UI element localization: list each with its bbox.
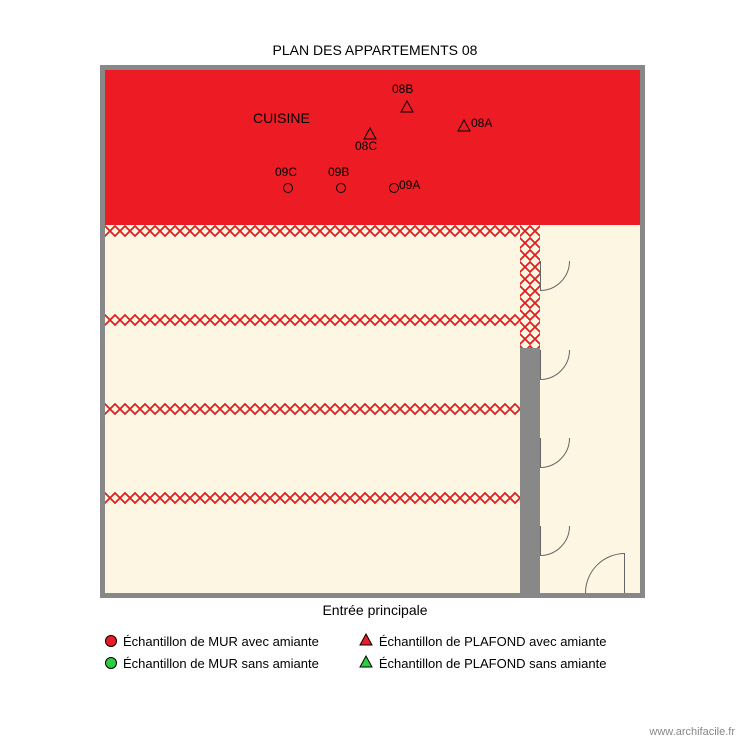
legend-mur-sans: Échantillon de MUR sans amiante — [105, 655, 319, 671]
sample-label: 08C — [355, 139, 377, 153]
hatch-row-2 — [105, 314, 520, 326]
circle-marker-icon — [389, 183, 399, 193]
triangle-marker-icon — [400, 100, 414, 118]
circle-red-icon — [105, 635, 117, 647]
door-1 — [540, 261, 570, 291]
circle-green-icon — [105, 657, 117, 669]
entrance-label: Entrée principale — [0, 602, 750, 618]
floor-plan-container: PLAN DES APPARTEMENTS 08 CUISINE — [0, 0, 750, 750]
interior-wall — [520, 348, 540, 593]
legend: Échantillon de MUR avec amiante Échantil… — [105, 633, 606, 677]
legend-text: Échantillon de MUR avec amiante — [123, 634, 319, 649]
legend-row-2: Échantillon de MUR sans amiante Échantil… — [105, 655, 606, 671]
sample-label: 08B — [392, 82, 413, 96]
triangle-green-icon — [359, 655, 373, 671]
sample-08B: 08B — [400, 100, 414, 118]
sample-08A: 08A — [457, 119, 471, 137]
hatch-row-1 — [105, 225, 520, 237]
door-2 — [540, 350, 570, 380]
footer-link[interactable]: www.archifacile.fr — [649, 726, 735, 738]
sample-label: 09A — [399, 178, 420, 192]
plan-title: PLAN DES APPARTEMENTS 08 — [0, 42, 750, 58]
legend-text: Échantillon de PLAFOND sans amiante — [379, 656, 607, 671]
sample-label: 08A — [471, 116, 492, 130]
triangle-red-icon — [359, 633, 373, 649]
floor-plan: CUISINE 08A08 — [100, 65, 645, 598]
sample-09B: 09B — [336, 183, 346, 193]
triangle-marker-icon — [457, 119, 471, 137]
hatch-row-4 — [105, 492, 520, 504]
sample-09C: 09C — [283, 183, 293, 193]
legend-text: Échantillon de PLAFOND avec amiante — [379, 634, 607, 649]
circle-marker-icon — [336, 183, 346, 193]
hatch-row-3 — [105, 403, 520, 415]
legend-plafond-sans: Échantillon de PLAFOND sans amiante — [359, 655, 607, 671]
legend-plafond-avec: Échantillon de PLAFOND avec amiante — [359, 633, 607, 649]
hatch-vertical — [520, 225, 540, 348]
sample-label: 09C — [275, 165, 297, 179]
door-3 — [540, 438, 570, 468]
sample-09A: 09A — [389, 183, 399, 193]
legend-row-1: Échantillon de MUR avec amiante Échantil… — [105, 633, 606, 649]
door-entrance — [585, 553, 625, 593]
circle-marker-icon — [283, 183, 293, 193]
legend-text: Échantillon de MUR sans amiante — [123, 656, 319, 671]
cuisine-label: CUISINE — [253, 110, 310, 126]
sample-label: 09B — [328, 165, 349, 179]
sample-08C: 08C — [363, 127, 377, 145]
door-4 — [540, 526, 570, 556]
legend-mur-avec: Échantillon de MUR avec amiante — [105, 633, 319, 649]
